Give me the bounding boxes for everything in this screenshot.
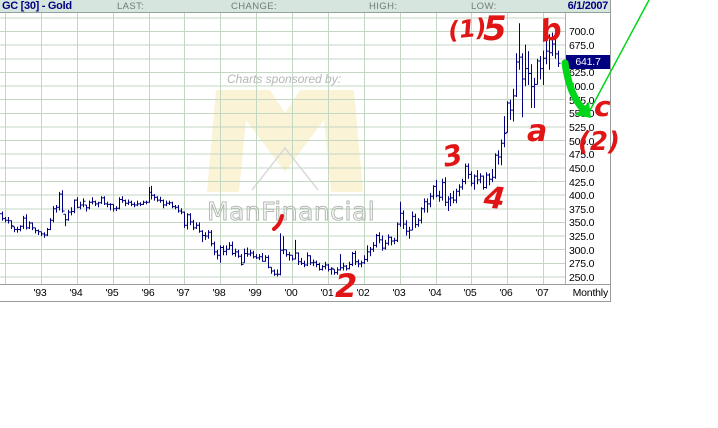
x-axis-label-00: '00	[284, 287, 298, 299]
y-axis-label-450: 450.0	[569, 163, 595, 175]
y-axis-label-475: 475.0	[569, 149, 595, 161]
y-axis-label-700: 700.0	[569, 26, 595, 38]
x-axis-label-95: '95	[105, 287, 119, 299]
field-last-label: LAST:	[117, 1, 145, 12]
header-date: 6/1/2007	[567, 0, 609, 12]
sponsor-line-text: Charts sponsored by:	[227, 72, 341, 86]
wave-label-c: c	[594, 90, 611, 123]
x-axis-label-03: '03	[392, 287, 406, 299]
right-border	[610, 0, 611, 302]
x-axis-label-06: '06	[499, 287, 513, 299]
ohlc-bars	[0, 23, 561, 277]
x-axis-label-94: '94	[69, 287, 83, 299]
x-axis-label-02: '02	[356, 287, 370, 299]
x-axis-label-05: '05	[463, 287, 477, 299]
x-axis-label-97: '97	[176, 287, 190, 299]
field-high-label: HIGH:	[369, 1, 398, 12]
field-low-label: LOW:	[471, 1, 497, 12]
y-axis-label-375: 375.0	[569, 204, 595, 216]
brand-watermark-text: ManFinancial	[207, 197, 375, 226]
x-axis-label-96: '96	[141, 287, 155, 299]
y-axis-label-325: 325.0	[569, 231, 595, 243]
y-axis-label-400: 400.0	[569, 190, 595, 202]
x-axis-label-93: '93	[33, 287, 47, 299]
plot-bottom-border	[0, 284, 611, 285]
instrument-title: GC [30] - Gold	[2, 0, 72, 12]
y-axis-label-425: 425.0	[569, 177, 595, 189]
y-axis-label-525: 525.0	[569, 122, 595, 134]
x-axis-label-01: '01	[320, 287, 334, 299]
x-axis-label-04: '04	[428, 287, 442, 299]
price-chart-canvas[interactable]: Charts sponsored by: ManFinancial	[0, 13, 566, 285]
y-axis-label-575: 575.0	[569, 95, 595, 107]
outer-bottom-border	[0, 301, 611, 302]
y-axis-label-350: 350.0	[569, 217, 595, 229]
x-axis-label-98: '98	[212, 287, 226, 299]
x-axis-label-99: '99	[248, 287, 262, 299]
chart-header: GC [30] - Gold LAST: CHANGE: HIGH: LOW: …	[0, 0, 610, 13]
field-change-label: CHANGE:	[231, 1, 278, 12]
y-axis-label-300: 300.0	[569, 245, 595, 257]
y-axis-label-550: 550.0	[569, 108, 595, 120]
y-axis-label-675: 675.0	[569, 40, 595, 52]
y-axis-label-250: 250.0	[569, 272, 595, 284]
axis-separator	[565, 13, 566, 284]
y-axis-label-600: 600.0	[569, 81, 595, 93]
y-axis-label-275: 275.0	[569, 258, 595, 270]
period-label: Monthly	[572, 287, 609, 299]
y-axis-label-500: 500.0	[569, 136, 595, 148]
x-axis-label-07: '07	[535, 287, 549, 299]
last-price-badge: 641.7	[566, 55, 610, 69]
